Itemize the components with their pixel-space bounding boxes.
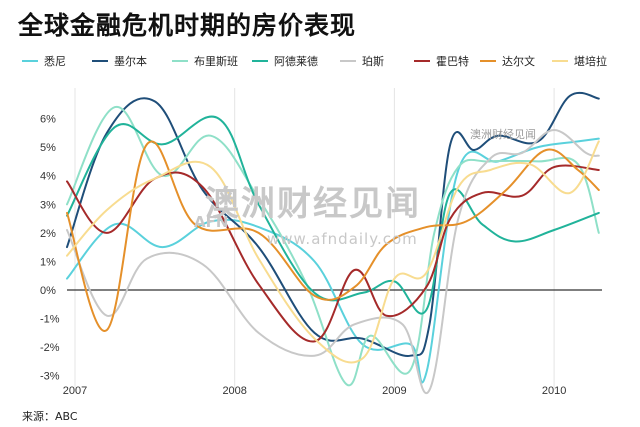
legend-label: 墨尔本 bbox=[114, 55, 147, 68]
y-tick-label: 1% bbox=[40, 256, 56, 268]
legend-label: 悉尼 bbox=[44, 55, 66, 68]
legend-item: 布里斯班 bbox=[172, 51, 238, 71]
legend-label: 珀斯 bbox=[362, 55, 384, 68]
y-tick-label: -3% bbox=[40, 371, 60, 383]
legend-item: 墨尔本 bbox=[92, 51, 147, 71]
legend-label: 达尔文 bbox=[502, 55, 535, 68]
legend-item: 阿德莱德 bbox=[252, 51, 318, 71]
legend-swatch bbox=[22, 60, 38, 62]
legend-label: 阿德莱德 bbox=[274, 55, 318, 68]
series-line-5 bbox=[66, 164, 600, 343]
x-tick-label: 2007 bbox=[63, 385, 87, 397]
legend-item: 珀斯 bbox=[340, 51, 384, 71]
legend-label: 霍巴特 bbox=[436, 55, 469, 68]
legend-swatch bbox=[552, 60, 568, 62]
legend-swatch bbox=[340, 60, 356, 62]
legend-swatch bbox=[172, 60, 188, 62]
legend-swatch bbox=[252, 60, 268, 62]
x-tick-label: 2008 bbox=[222, 385, 246, 397]
x-tick-label: 2010 bbox=[542, 385, 566, 397]
legend-swatch bbox=[480, 60, 496, 62]
series-line-3 bbox=[66, 115, 600, 315]
y-tick-label: 0% bbox=[40, 285, 56, 297]
legend-item: 堪培拉 bbox=[552, 51, 607, 71]
legend-label: 布里斯班 bbox=[194, 55, 238, 68]
legend-item: 达尔文 bbox=[480, 51, 535, 71]
y-tick-label: 6% bbox=[40, 114, 56, 126]
chart-title: 全球金融危机时期的房价表现 bbox=[18, 11, 357, 40]
series-line-1 bbox=[66, 91, 600, 357]
legend-swatch bbox=[92, 60, 108, 62]
source-note: 来源：ABC bbox=[22, 410, 78, 423]
legend-item: 霍巴特 bbox=[414, 51, 469, 71]
series-line-2 bbox=[66, 106, 600, 387]
y-tick-label: 4% bbox=[40, 171, 56, 183]
y-tick-label: 5% bbox=[40, 142, 56, 154]
series-line-4 bbox=[66, 129, 600, 395]
legend-item: 悉尼 bbox=[22, 51, 66, 71]
y-tick-label: 2% bbox=[40, 228, 56, 240]
legend-swatch bbox=[414, 60, 430, 62]
series-line-6 bbox=[66, 140, 600, 332]
y-tick-label: 3% bbox=[40, 199, 56, 211]
y-tick-label: -2% bbox=[40, 342, 60, 354]
chart-legend: 悉尼 墨尔本 布里斯班 阿德莱德 珀斯 霍巴特 达尔文 堪培拉 bbox=[22, 51, 622, 71]
legend-label: 堪培拉 bbox=[574, 55, 607, 68]
x-tick-label: 2009 bbox=[382, 385, 406, 397]
y-tick-label: -1% bbox=[40, 314, 60, 326]
series-line-7 bbox=[66, 140, 600, 364]
